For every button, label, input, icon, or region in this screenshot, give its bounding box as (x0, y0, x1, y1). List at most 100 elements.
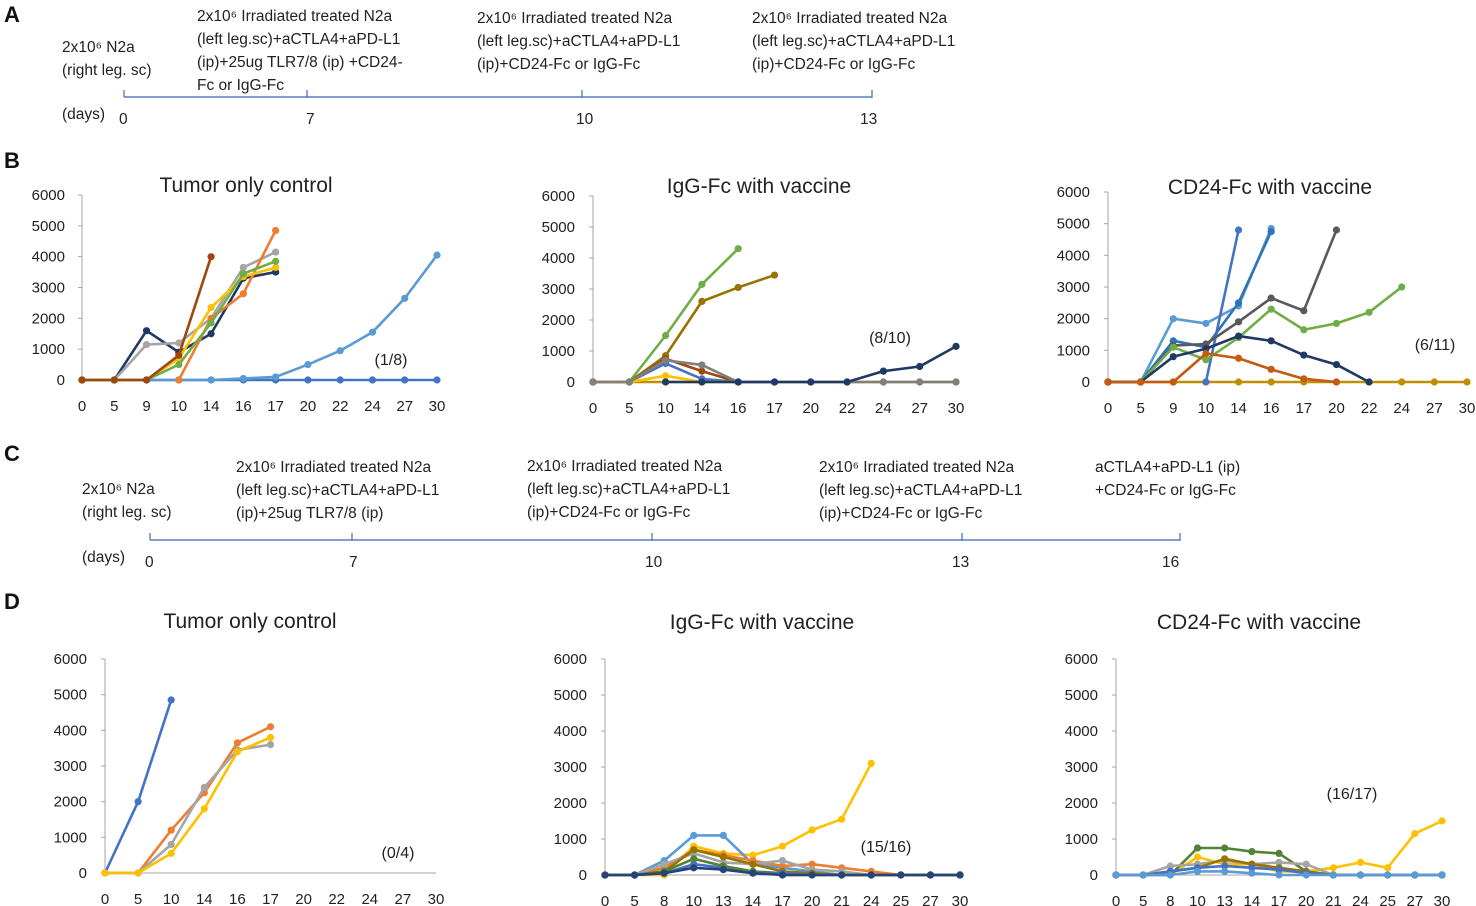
y-tick-label: 5000 (54, 687, 87, 704)
y-tick-label: 5000 (554, 687, 587, 704)
timeline-annotation-line: 2x10⁶ Irradiated treated N2a (477, 10, 672, 27)
data-point (662, 378, 670, 386)
data-point (838, 815, 846, 823)
data-point (1202, 349, 1210, 358)
x-tick-label: 14 (694, 400, 711, 417)
data-point (808, 871, 816, 879)
timeline-annotation-line: (ip)+25ug TLR7/8 (ip) (236, 505, 383, 522)
x-tick-label: 22 (839, 400, 856, 417)
data-point (778, 842, 787, 850)
data-point (770, 378, 779, 386)
chart-title: IgG-Fc with vaccine (670, 611, 854, 634)
data-point (1275, 871, 1283, 879)
panel-label-a: A (4, 2, 20, 27)
series-8 (662, 342, 960, 386)
data-point (1221, 855, 1229, 863)
x-tick-label: 25 (892, 893, 909, 906)
y-tick-label: 3000 (1065, 759, 1098, 776)
data-point (368, 376, 377, 384)
timeline-annotation-line: 2x10⁶ N2a (82, 481, 155, 498)
x-tick-label: 10 (1189, 893, 1206, 906)
x-tick-label: 30 (952, 893, 969, 906)
data-point (1438, 817, 1446, 825)
x-tick-label: 17 (766, 400, 783, 417)
x-tick-label: 10 (657, 400, 674, 417)
timeline-day-label: 0 (145, 554, 154, 571)
y-tick-label: 0 (567, 374, 575, 391)
data-point (1302, 860, 1310, 868)
data-point (175, 376, 183, 384)
series-line (665, 345, 957, 384)
chart-title: CD24-Fc with vaccine (1157, 611, 1361, 634)
x-tick-label: 0 (589, 400, 597, 417)
chart-title: IgG-Fc with vaccine (667, 175, 851, 198)
data-point (1139, 871, 1147, 879)
data-point (625, 378, 633, 386)
data-point (1300, 307, 1308, 315)
x-tick-label: 10 (170, 398, 187, 415)
data-point (1365, 378, 1373, 386)
data-point (879, 378, 888, 386)
y-tick-label: 3000 (554, 759, 587, 776)
data-point (660, 869, 668, 877)
data-point (207, 376, 215, 384)
data-point (589, 378, 597, 386)
y-tick-label: 6000 (1057, 184, 1090, 201)
x-tick-label: 5 (110, 398, 118, 415)
panel-label-c: C (4, 441, 20, 466)
data-point (698, 361, 706, 369)
x-tick-label: 16 (235, 398, 252, 415)
chart-title: CD24-Fc with vaccine (1168, 176, 1372, 199)
x-tick-label: 14 (196, 891, 213, 906)
x-tick-label: 25 (1379, 893, 1396, 906)
y-tick-label: 6000 (1065, 651, 1098, 668)
series-line (105, 736, 272, 875)
data-point (1234, 378, 1243, 386)
data-point (78, 376, 86, 384)
data-point (662, 331, 670, 340)
y-tick-label: 2000 (1065, 795, 1098, 812)
y-tick-label: 2000 (54, 794, 87, 811)
timeline-day-label: 16 (1162, 554, 1179, 571)
x-tick-label: 24 (1352, 893, 1369, 906)
data-point (838, 871, 846, 879)
series-3 (101, 741, 275, 877)
data-point (1329, 864, 1337, 872)
x-tick-label: 13 (715, 893, 732, 906)
data-point (134, 798, 142, 806)
timeline-annotation-line: (left leg.sc)+aCTLA4+aPD-L1 (197, 31, 400, 48)
data-point (1166, 871, 1174, 879)
x-tick-label: 14 (1243, 893, 1260, 906)
x-tick-label: 21 (1325, 893, 1342, 906)
series-line (1204, 229, 1240, 383)
timeline-day-label: 0 (119, 111, 128, 128)
data-point (719, 853, 727, 861)
x-tick-label: 30 (1459, 400, 1476, 417)
x-tick-label: 17 (262, 891, 279, 906)
data-point (1202, 319, 1210, 328)
series-line (1108, 352, 1337, 384)
panel-label-b: B (4, 148, 20, 173)
data-point (778, 871, 787, 879)
series-4 (101, 733, 275, 877)
data-point (662, 372, 670, 380)
survival-ratio-label: (0/4) (382, 845, 415, 862)
data-point (1193, 853, 1202, 861)
data-point (719, 866, 727, 874)
y-tick-label: 1000 (1057, 342, 1090, 359)
data-point (142, 327, 151, 335)
data-point (1267, 305, 1275, 313)
data-point (734, 378, 742, 386)
timeline-annotation-line: (ip)+CD24-Fc or IgG-Fc (819, 505, 982, 522)
data-point (1234, 299, 1243, 307)
data-point (690, 855, 698, 863)
data-point (1267, 378, 1275, 386)
timeline-annotation-line: aCTLA4+aPD-L1 (ip) (1095, 459, 1240, 476)
data-point (142, 340, 151, 349)
x-tick-label: 10 (1198, 400, 1215, 417)
x-tick-label: 27 (922, 893, 939, 906)
data-point (719, 831, 727, 840)
y-tick-label: 5000 (1057, 216, 1090, 233)
timeline-annotation-line: (left leg.sc)+aCTLA4+aPD-L1 (477, 33, 680, 50)
data-point (1169, 353, 1177, 361)
